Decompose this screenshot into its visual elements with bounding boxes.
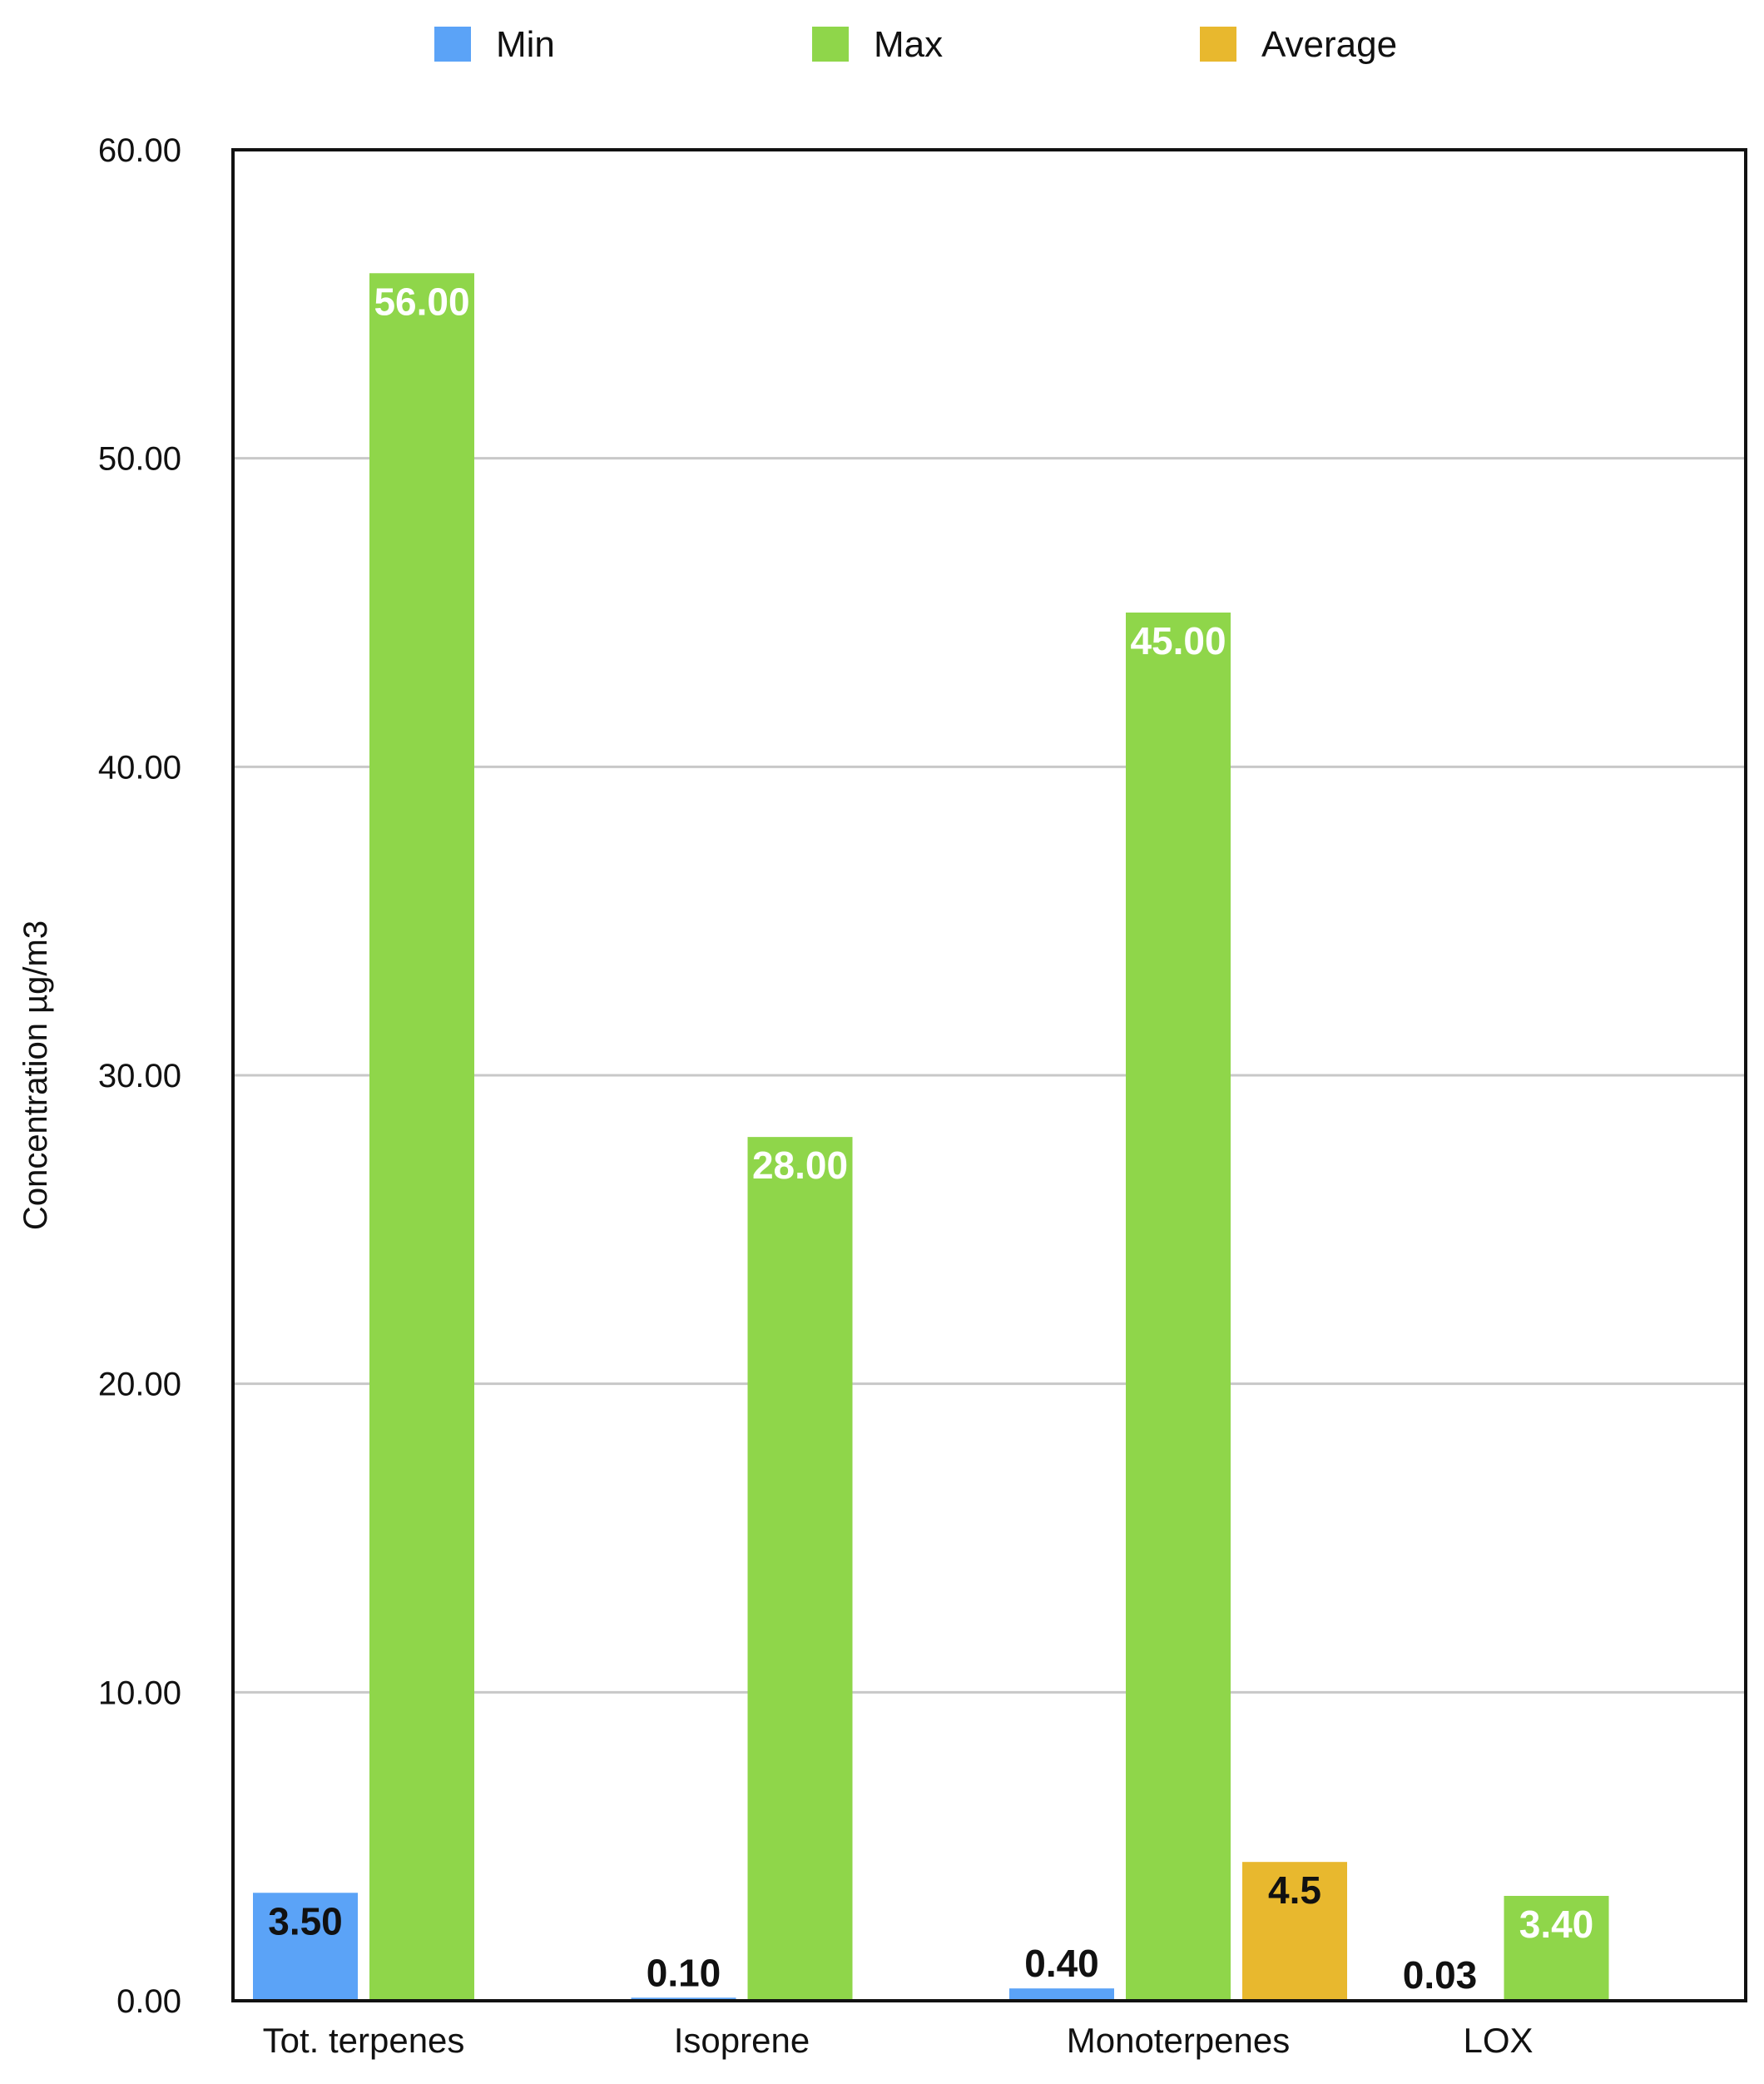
data-label: 56.00 <box>374 280 469 323</box>
data-label: 45.00 <box>1130 619 1226 662</box>
data-label: 0.03 <box>1403 1953 1478 1997</box>
bars <box>253 273 1609 2002</box>
y-tick-label: 60.00 <box>98 132 181 169</box>
bar-max-isoprene <box>747 1137 853 2001</box>
bar-min-tot-terpenes <box>253 1893 358 2001</box>
legend-swatch-average <box>1200 27 1236 62</box>
y-tick-label: 0.00 <box>116 1983 181 2020</box>
x-axis-ticks: Tot. terpenes Isoprene Monoterpenes LOX <box>263 2021 1534 2060</box>
bar-max-monoterpenes <box>1126 613 1231 2001</box>
y-tick-label: 40.00 <box>98 749 181 786</box>
data-label: 0.40 <box>1024 1942 1099 1985</box>
plot-frame <box>231 148 1747 2002</box>
y-axis-label: Concentration µg/m3 <box>17 920 54 1230</box>
legend-swatch-max <box>812 27 849 62</box>
data-label: 0.10 <box>647 1951 721 1994</box>
bar-max-tot-terpenes <box>369 273 474 2002</box>
x-tick-label: Tot. terpenes <box>263 2021 465 2060</box>
data-label: 4.5 <box>1268 1868 1321 1912</box>
y-tick-label: 20.00 <box>98 1367 181 1403</box>
legend-label-min: Min <box>496 24 555 65</box>
bar-max-lox <box>1504 1895 1609 2001</box>
x-tick-label: Monoterpenes <box>1067 2021 1291 2060</box>
data-label: 28.00 <box>752 1144 848 1187</box>
legend-label-max: Max <box>874 24 943 65</box>
y-axis-ticks: 0.00 10.00 20.00 30.00 40.00 50.00 60.00 <box>98 132 181 2020</box>
y-tick-label: 50.00 <box>98 441 181 478</box>
y-tick-label: 10.00 <box>98 1675 181 1711</box>
x-tick-label: Isoprene <box>674 2021 810 2060</box>
x-tick-label: LOX <box>1463 2021 1533 2060</box>
legend: Min Max Average <box>434 24 1397 65</box>
legend-swatch-min <box>434 27 471 62</box>
bar-min-monoterpenes <box>1009 1988 1114 2001</box>
data-label: 3.50 <box>268 1899 343 1943</box>
gridlines <box>233 457 1746 1694</box>
data-label: 3.40 <box>1519 1903 1594 1946</box>
legend-label-average: Average <box>1261 24 1397 65</box>
bar-average-monoterpenes <box>1242 1862 1347 2001</box>
data-labels: 3.50 56.00 0.10 28.00 0.40 45.00 4.5 0.03 3.40 <box>268 280 1593 1997</box>
y-tick-label: 30.00 <box>98 1058 181 1094</box>
